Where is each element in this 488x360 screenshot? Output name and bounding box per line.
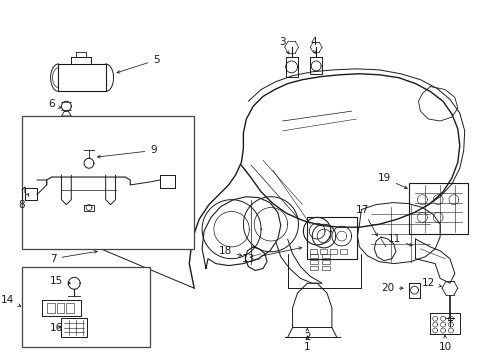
Bar xyxy=(66,303,74,313)
Bar xyxy=(329,249,336,254)
Text: 11: 11 xyxy=(386,234,411,246)
Text: 8: 8 xyxy=(19,194,28,210)
Bar xyxy=(322,254,329,258)
Bar xyxy=(57,303,64,313)
Text: 19: 19 xyxy=(377,173,407,189)
Bar xyxy=(322,266,329,270)
Bar xyxy=(408,183,467,234)
Text: 9: 9 xyxy=(97,145,157,158)
Text: 13: 13 xyxy=(242,247,301,264)
Text: 6: 6 xyxy=(48,99,61,109)
Bar xyxy=(310,266,318,270)
Text: 14: 14 xyxy=(1,295,20,306)
Text: 20: 20 xyxy=(380,283,402,293)
Text: 17: 17 xyxy=(355,204,377,236)
Text: 12: 12 xyxy=(421,278,441,288)
Text: 7: 7 xyxy=(50,251,97,264)
Bar xyxy=(46,303,55,313)
Bar xyxy=(310,249,317,254)
Bar xyxy=(320,249,326,254)
Bar xyxy=(339,249,346,254)
Bar xyxy=(22,266,150,347)
Bar xyxy=(61,318,87,337)
Text: 2: 2 xyxy=(304,328,310,342)
Text: 18: 18 xyxy=(218,246,242,256)
Text: 10: 10 xyxy=(438,335,450,352)
Text: 3: 3 xyxy=(279,37,288,54)
Bar xyxy=(22,116,194,249)
Bar xyxy=(429,313,459,334)
Text: 4: 4 xyxy=(310,37,317,53)
Text: 15: 15 xyxy=(50,276,70,286)
Bar xyxy=(310,254,318,258)
Text: 5: 5 xyxy=(117,55,160,73)
Text: 1: 1 xyxy=(304,336,310,352)
Bar xyxy=(310,260,318,264)
Bar xyxy=(322,260,329,264)
Text: 16: 16 xyxy=(50,323,63,333)
